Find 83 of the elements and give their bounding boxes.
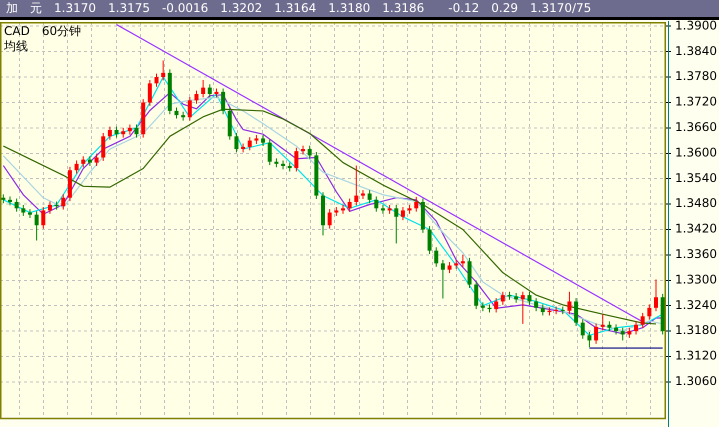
candlestick [374, 196, 378, 212]
candlestick [74, 160, 79, 174]
candlestick [514, 292, 518, 304]
candlestick [468, 257, 472, 288]
candlestick [654, 278, 658, 312]
candlestick [534, 298, 538, 312]
candlestick [647, 304, 652, 320]
candlestick [600, 314, 605, 331]
candlestick [440, 259, 445, 300]
y-tick-label: 1.3360 [675, 247, 717, 262]
candlestick [448, 262, 452, 274]
candlestick [221, 88, 226, 115]
annotation: 均线 [4, 38, 28, 55]
y-tick-label: 1.3900 [675, 18, 717, 32]
y-tick-label: 1.3660 [675, 120, 717, 134]
candlestick [174, 107, 178, 120]
y-tick-label: 1.3720 [675, 94, 717, 109]
candlestick [81, 156, 86, 168]
y-tick-label: 1.3180 [675, 323, 717, 338]
y-tick-label: 1.3600 [675, 145, 717, 160]
candlestick [61, 194, 66, 210]
y-tick-label: 1.3480 [675, 196, 717, 210]
candlestick [368, 190, 372, 204]
candlestick [161, 60, 166, 81]
candlestick [574, 298, 578, 327]
candlestick [101, 132, 106, 162]
candlestick [594, 322, 598, 344]
candlestick [114, 126, 119, 138]
y-tick-label: 1.3840 [675, 44, 717, 58]
candlestick [540, 304, 545, 316]
candlestick [634, 320, 638, 335]
candlestick [208, 84, 212, 98]
y-tick-label: 1.3420 [675, 222, 717, 236]
candlestick [627, 327, 632, 338]
candlestick [34, 210, 39, 241]
candlestick [348, 198, 352, 212]
candlestick [580, 318, 585, 340]
candlestick [620, 327, 625, 341]
candlestick [394, 204, 398, 244]
candlestick [614, 324, 618, 335]
candlestick [268, 138, 272, 166]
candlestick [434, 246, 438, 268]
candlestick [328, 208, 332, 230]
candlestick [234, 132, 238, 153]
y-tick-label: 1.3540 [675, 170, 717, 185]
y-tick-label: 1.3240 [675, 298, 717, 312]
candlestick [520, 291, 525, 324]
candlestick [194, 90, 198, 104]
y-tick-label: 1.3060 [675, 374, 717, 388]
y-tick-label: 1.3780 [675, 69, 717, 84]
candlestick [308, 145, 312, 160]
candlestick [94, 154, 99, 166]
candlestick [248, 136, 252, 151]
y-tick-label: 1.3120 [675, 348, 717, 363]
candlestick [460, 254, 465, 268]
candlestick [41, 206, 46, 230]
candlestick [494, 298, 498, 313]
candlestick [587, 331, 592, 348]
candlestick [14, 198, 19, 212]
candlestick [21, 204, 26, 216]
candlestick [640, 312, 645, 329]
candlestick [527, 291, 532, 306]
candlestick [88, 156, 92, 166]
candlestick [414, 196, 418, 212]
candlestick [201, 80, 206, 98]
candlestick [261, 134, 266, 147]
candlestick [188, 96, 192, 122]
chart-title: 加 元 1.3170 1.3175 -0.0016 1.3202 1.3164 1.3180 1.3186 -0.12 0.29 1.3170/75 [0, 0, 719, 20]
candlestick [48, 201, 52, 214]
candlestick [400, 206, 405, 221]
y-tick-label: 1.3300 [675, 272, 717, 286]
candlestick [294, 147, 298, 172]
candlestick [121, 127, 126, 138]
candlestick [154, 73, 159, 88]
candlestick [108, 126, 112, 140]
candlestick [134, 124, 139, 138]
annotation: CAD 60分钟 [4, 23, 82, 40]
candlestick [148, 80, 152, 106]
candlestick [474, 280, 478, 310]
candlestick [428, 226, 432, 255]
candlestick [567, 291, 572, 315]
candlestick [500, 291, 505, 306]
candlestick [354, 165, 358, 206]
